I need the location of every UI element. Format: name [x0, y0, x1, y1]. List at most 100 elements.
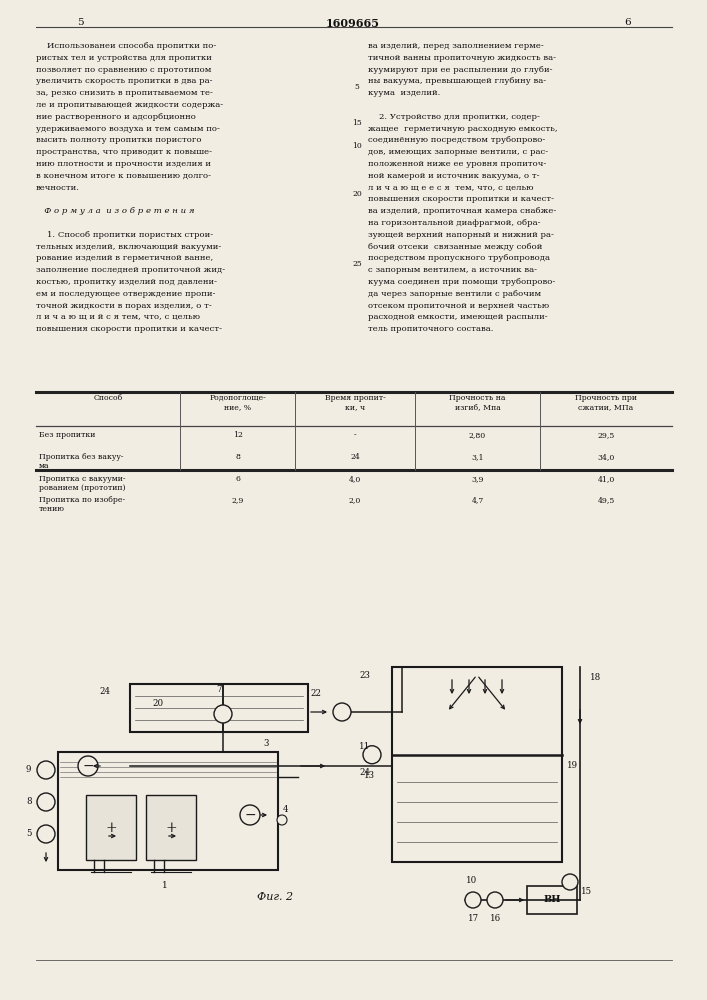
Text: жащее  герметичную расходную емкость,: жащее герметичную расходную емкость, — [368, 125, 558, 133]
Bar — [58, 752, 278, 870]
Text: Использованеи способа пропитки по-: Использованеи способа пропитки по- — [36, 42, 216, 50]
Text: Без пропитки: Без пропитки — [39, 431, 95, 439]
Circle shape — [240, 805, 260, 825]
Text: в конечном итоге к повышению долго-: в конечном итоге к повышению долго- — [36, 172, 211, 180]
Circle shape — [37, 825, 55, 843]
Text: тельных изделий, включающий вакууми-: тельных изделий, включающий вакууми- — [36, 243, 221, 251]
Text: 9: 9 — [26, 766, 32, 774]
Text: л и ч а ю щ и й с я тем, что, с целью: л и ч а ю щ и й с я тем, что, с целью — [36, 313, 200, 321]
Text: 49,5: 49,5 — [597, 496, 614, 504]
Text: 20: 20 — [152, 700, 163, 708]
Text: точной жидкости в порах изделия, о т-: точной жидкости в порах изделия, о т- — [36, 302, 212, 310]
Text: 24: 24 — [350, 453, 360, 461]
Circle shape — [562, 874, 578, 890]
Circle shape — [37, 793, 55, 811]
Text: с запорным вентилем, а источник ва-: с запорным вентилем, а источник ва- — [368, 266, 537, 274]
Text: л и ч а ю щ е е с я  тем, что, с целью: л и ч а ю щ е е с я тем, что, с целью — [368, 184, 534, 192]
Text: повышения скорости пропитки и качест-: повышения скорости пропитки и качест- — [36, 325, 222, 333]
Text: 1: 1 — [162, 882, 168, 890]
Text: Способ: Способ — [93, 394, 122, 402]
Text: Пропитка по изобре-
тению: Пропитка по изобре- тению — [39, 496, 125, 513]
Text: 15: 15 — [581, 886, 592, 896]
Text: отсеком пропиточной и верхней частью: отсеком пропиточной и верхней частью — [368, 302, 549, 310]
Text: тель пропиточного состава.: тель пропиточного состава. — [368, 325, 493, 333]
Text: пространства, что приводит к повыше-: пространства, что приводит к повыше- — [36, 148, 212, 156]
Text: костью, пропитку изделий под давлени-: костью, пропитку изделий под давлени- — [36, 278, 217, 286]
Text: 18: 18 — [590, 672, 601, 682]
Text: Прочность на
изгиб, Мпа: Прочность на изгиб, Мпа — [449, 394, 506, 411]
Text: положенной ниже ее уровня пропиточ-: положенной ниже ее уровня пропиточ- — [368, 160, 547, 168]
Text: 3,9: 3,9 — [472, 475, 484, 483]
Text: ем и последующее отверждение пропи-: ем и последующее отверждение пропи- — [36, 290, 216, 298]
Text: 7: 7 — [216, 685, 222, 694]
Text: куумируют при ее распылении до глуби-: куумируют при ее распылении до глуби- — [368, 66, 552, 74]
Text: 41,0: 41,0 — [597, 475, 614, 483]
Text: 17: 17 — [467, 914, 479, 923]
Bar — [86, 795, 136, 860]
Text: 8: 8 — [26, 798, 32, 806]
Text: ние растворенного и адсорбционно: ние растворенного и адсорбционно — [36, 113, 196, 121]
Text: 2,9: 2,9 — [231, 496, 244, 504]
Bar — [392, 667, 562, 862]
Text: 16: 16 — [489, 914, 501, 923]
Text: увеличить скорость пропитки в два ра-: увеличить скорость пропитки в два ра- — [36, 77, 213, 85]
Text: −: − — [82, 759, 94, 773]
Text: Пропитка без вакуу-
ма: Пропитка без вакуу- ма — [39, 453, 124, 470]
Circle shape — [465, 892, 481, 908]
Text: +: + — [165, 821, 177, 835]
Text: 5: 5 — [26, 830, 32, 838]
Text: ной камерой и источник вакуума, о т-: ной камерой и источник вакуума, о т- — [368, 172, 539, 180]
Text: 23: 23 — [359, 670, 370, 680]
Text: повышения скорости пропитки и качест-: повышения скорости пропитки и качест- — [368, 195, 554, 203]
Circle shape — [214, 705, 232, 723]
Text: рование изделий в герметичной ванне,: рование изделий в герметичной ванне, — [36, 254, 214, 262]
Bar — [130, 684, 308, 732]
Text: позволяет по сравнению с прототипом: позволяет по сравнению с прототипом — [36, 66, 211, 74]
Text: 4,0: 4,0 — [349, 475, 361, 483]
Text: 4: 4 — [283, 806, 288, 814]
Text: ва изделий, пропиточная камера снабже-: ва изделий, пропиточная камера снабже- — [368, 207, 556, 215]
Text: 24: 24 — [99, 688, 110, 696]
Circle shape — [78, 756, 98, 776]
Text: 4,7: 4,7 — [472, 496, 484, 504]
Bar — [527, 886, 577, 914]
Text: 12: 12 — [233, 431, 243, 439]
Text: 11: 11 — [358, 742, 370, 751]
Text: 5: 5 — [355, 83, 359, 91]
Text: −: − — [244, 808, 256, 822]
Text: 13: 13 — [363, 771, 375, 780]
Text: удерживаемого воздуха и тем самым по-: удерживаемого воздуха и тем самым по- — [36, 125, 220, 133]
Text: за, резко снизить в пропитываемом те-: за, резко снизить в пропитываемом те- — [36, 89, 213, 97]
Text: 29,5: 29,5 — [597, 431, 614, 439]
Text: 8: 8 — [235, 453, 240, 461]
Text: 2. Устройство для пропитки, содер-: 2. Устройство для пропитки, содер- — [368, 113, 540, 121]
Text: 25: 25 — [352, 260, 362, 268]
Text: бочий отсеки  связанные между собой: бочий отсеки связанные между собой — [368, 243, 542, 251]
Circle shape — [363, 746, 381, 764]
Text: 10: 10 — [467, 876, 478, 885]
Text: ны вакуума, превышающей глубину ва-: ны вакуума, превышающей глубину ва- — [368, 77, 546, 85]
Text: тичной ванны пропиточную жидкость ва-: тичной ванны пропиточную жидкость ва- — [368, 54, 556, 62]
Circle shape — [487, 892, 503, 908]
Text: 19: 19 — [567, 760, 578, 770]
Text: -: - — [354, 431, 356, 439]
Text: 10: 10 — [352, 142, 362, 150]
Text: куума соединен при помощи трубопрово-: куума соединен при помощи трубопрово- — [368, 278, 555, 286]
Text: соединённую посредством трубопрово-: соединённую посредством трубопрово- — [368, 136, 545, 144]
Text: 22: 22 — [310, 689, 322, 698]
Text: Пропитка с вакууми-
рованием (прототип): Пропитка с вакууми- рованием (прототип) — [39, 475, 126, 492]
Text: 3,1: 3,1 — [472, 453, 484, 461]
Text: ле и пропитывающей жидкости содержа-: ле и пропитывающей жидкости содержа- — [36, 101, 223, 109]
Text: ристых тел и устройства для пропитки: ристых тел и устройства для пропитки — [36, 54, 212, 62]
Text: 24: 24 — [359, 768, 370, 777]
Text: 2,80: 2,80 — [469, 431, 486, 439]
Text: 6: 6 — [235, 475, 240, 483]
Text: +: + — [105, 821, 117, 835]
Text: 6: 6 — [625, 18, 631, 27]
Circle shape — [37, 761, 55, 779]
Text: ВН: ВН — [543, 896, 561, 904]
Text: нию плотности и прочности изделия и: нию плотности и прочности изделия и — [36, 160, 211, 168]
Text: 5: 5 — [76, 18, 83, 27]
Text: вечности.: вечности. — [36, 184, 80, 192]
Text: зующей верхний напорный и нижний ра-: зующей верхний напорный и нижний ра- — [368, 231, 554, 239]
